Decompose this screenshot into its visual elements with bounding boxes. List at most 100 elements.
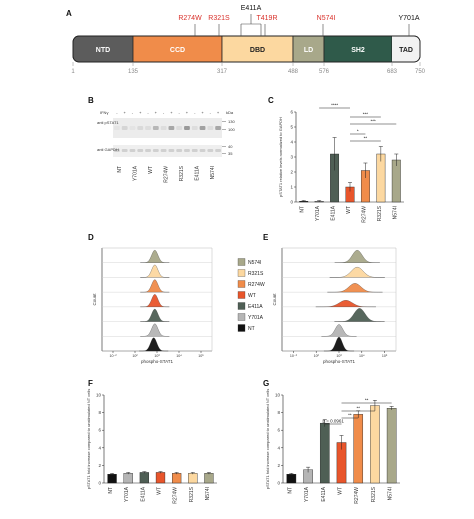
x-tick-label: NT xyxy=(300,206,306,213)
ifn-state: + xyxy=(139,110,142,115)
bar-e411a xyxy=(139,472,149,484)
x-tick-label: 10⁵ xyxy=(198,354,204,358)
y-tick-label: 6 xyxy=(98,428,101,433)
significance-label: ** xyxy=(348,413,352,418)
marker-label: 35 xyxy=(228,151,233,156)
histogram-nt xyxy=(323,336,355,352)
ifn-label: IFNγ xyxy=(100,110,108,115)
significance-label: p = 0.0961 xyxy=(322,419,344,424)
chart-c: 0 1 2 3 4 5 6 pSTAT1 relative levels normalized… xyxy=(278,103,404,223)
panel-label-f: F xyxy=(88,379,93,388)
flow-histogram-d: 10⁻² 10² 10³ 10⁴ 10⁵ phospho-STAT1 Count xyxy=(92,247,213,364)
blot-band-gapdh xyxy=(145,149,151,152)
histogram-y701a xyxy=(321,324,357,337)
position-label: 750 xyxy=(415,69,426,75)
bar-y701a xyxy=(123,473,133,484)
x-tick-label: 10⁴ xyxy=(359,354,365,358)
chart-g: 0 2 4 6 8 10 pSTAT1 fold increase compared to … xyxy=(265,389,400,504)
y-tick-label: 8 xyxy=(98,410,101,415)
domain-label: NTD xyxy=(96,47,110,54)
blot-band-gapdh xyxy=(114,149,120,152)
bar-r321s xyxy=(370,405,380,484)
x-tick-label: N574I xyxy=(392,206,398,219)
domain-map: NTD CCD DBD LD SH2 TAD 1 135 317 488 576 683 750 R274… xyxy=(71,5,425,75)
legend-label: WT xyxy=(248,293,256,299)
blot-band-gapdh xyxy=(184,149,190,152)
bar-n574i xyxy=(204,473,214,484)
x-tick-label: N574I xyxy=(388,487,394,500)
flow-legend: N574I R321S R274W WT E411A Y701A NT xyxy=(237,258,265,332)
domain-label: CCD xyxy=(170,47,185,54)
x-tick-label: WT xyxy=(157,487,163,495)
y-tick-label: 4 xyxy=(290,140,293,145)
x-tick-label: WT xyxy=(346,206,352,214)
histogram-nt xyxy=(139,337,169,352)
y-tick-label: 10 xyxy=(96,393,102,398)
domain-outline xyxy=(72,35,421,63)
y-tick-label: 2 xyxy=(277,463,280,468)
ifn-state: - xyxy=(179,110,181,115)
lane-label: WT xyxy=(148,166,154,174)
position-label: 488 xyxy=(288,69,299,75)
panel-label-g: G xyxy=(263,379,269,388)
ifn-state: - xyxy=(163,110,165,115)
legend-label: E411A xyxy=(248,304,263,310)
blot-band-gapdh xyxy=(137,149,144,152)
x-tick-label: R321S xyxy=(189,486,195,502)
y-tick-label: 0 xyxy=(277,481,280,486)
histogram-n574i xyxy=(334,250,381,263)
bar-wt xyxy=(155,472,166,484)
x-tick-label: 10⁴ xyxy=(176,354,182,358)
significance-label: *** xyxy=(371,119,377,124)
bar-e411a xyxy=(319,422,330,484)
blot-band xyxy=(137,126,144,130)
histogram-wt xyxy=(140,294,170,308)
x-tick-label: 10⁻² xyxy=(109,354,117,358)
mutation-label: N574I xyxy=(317,15,336,22)
x-axis-label: phospho-STAT1 xyxy=(141,359,174,364)
legend-swatch-r274w xyxy=(237,280,246,288)
x-tick-label: R274W xyxy=(361,206,367,223)
blot-band xyxy=(207,126,214,130)
y-axis-label: Count xyxy=(272,293,277,306)
domain-label: DBD xyxy=(250,47,265,54)
blot-band-gapdh xyxy=(152,149,159,152)
blot-band xyxy=(168,126,175,130)
y-tick-label: 0 xyxy=(290,200,293,205)
ifn-state: - xyxy=(194,110,196,115)
histogram-r321s xyxy=(140,264,170,278)
significance-label: * xyxy=(357,129,359,134)
x-tick-label: NT xyxy=(108,487,114,494)
y-tick-label: 1 xyxy=(290,185,293,190)
x-tick-label: Y701A xyxy=(315,205,321,221)
significance-label: ** xyxy=(356,406,360,411)
histogram-e411a xyxy=(334,308,385,322)
significance-label: **** xyxy=(331,103,338,108)
x-tick-label: R321S xyxy=(371,486,377,502)
y-tick-label: 4 xyxy=(98,445,101,450)
bar-r274w xyxy=(353,414,364,484)
bar-r274w xyxy=(172,473,182,484)
legend-swatch-wt xyxy=(237,291,246,299)
position-label: 576 xyxy=(319,69,330,75)
histogram-n574i xyxy=(140,250,170,263)
mutation-label: E411A xyxy=(241,5,262,12)
y-tick-label: 10 xyxy=(275,393,281,398)
legend-swatch-n574i xyxy=(237,258,246,266)
ifn-state: + xyxy=(217,110,220,115)
x-tick-label: N574I xyxy=(205,487,211,500)
blot-band xyxy=(114,126,120,130)
blot-band xyxy=(184,126,190,130)
domain-label: SH2 xyxy=(351,47,365,54)
histogram-wt xyxy=(315,300,377,308)
panel-label-d: D xyxy=(88,233,94,242)
x-tick-label: 10³ xyxy=(336,354,342,358)
blot-band-gapdh xyxy=(199,149,206,152)
ifn-state: - xyxy=(132,110,134,115)
domain-fill xyxy=(392,36,414,62)
y-tick-label: 2 xyxy=(290,170,293,175)
histogram-r321s xyxy=(329,266,385,278)
position-label: 1 xyxy=(71,69,75,75)
blot-band-gapdh xyxy=(176,149,183,152)
